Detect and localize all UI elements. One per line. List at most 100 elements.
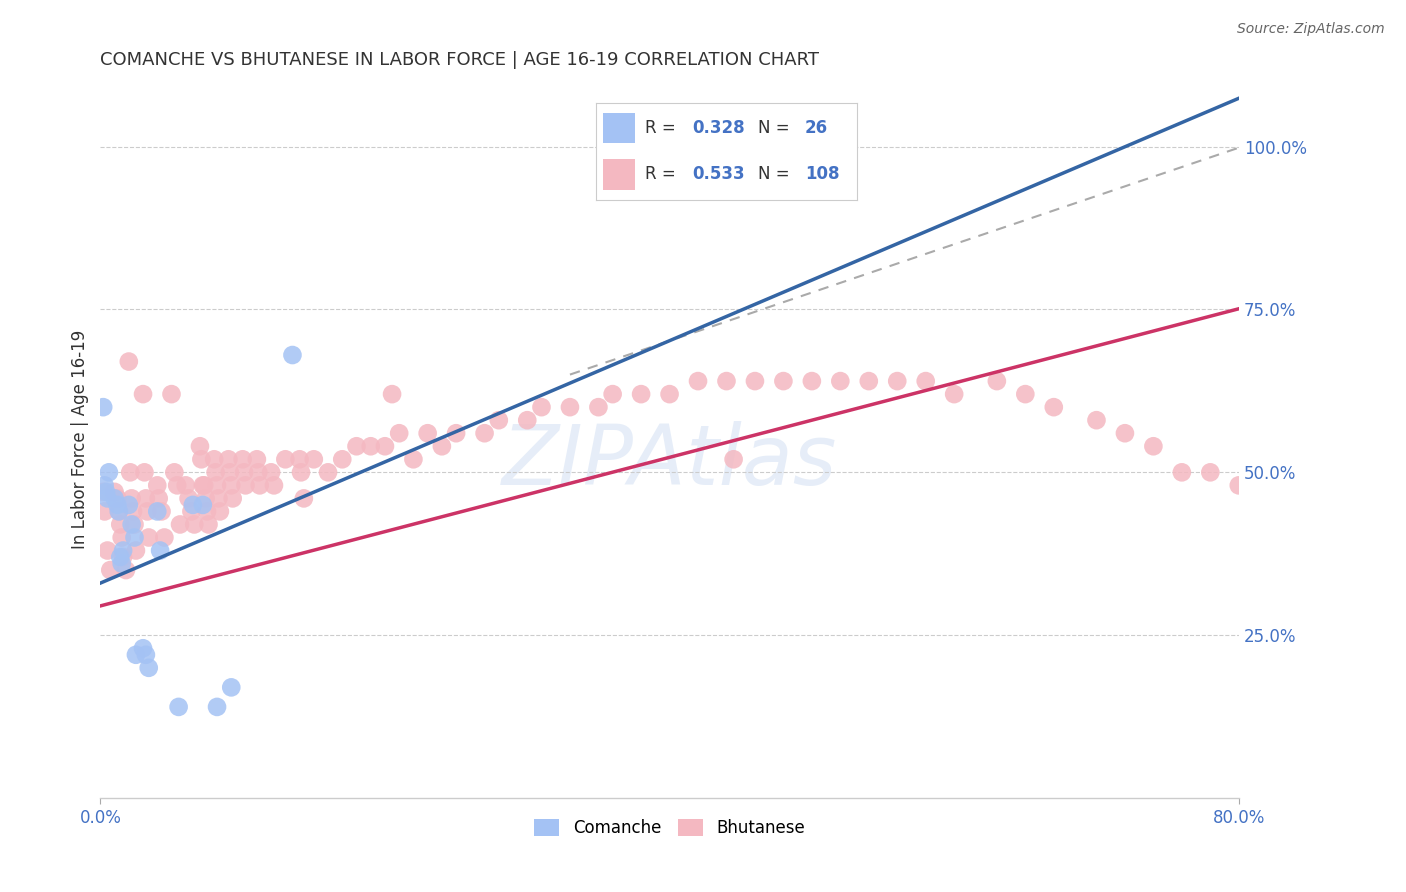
Point — [602, 387, 624, 401]
Point — [91, 400, 114, 414]
Point — [103, 484, 125, 499]
Point — [288, 452, 311, 467]
Point — [249, 478, 271, 492]
Point — [219, 681, 242, 695]
Point — [360, 439, 382, 453]
Point — [374, 439, 396, 453]
Point — [177, 491, 200, 506]
Point — [160, 387, 183, 401]
Text: COMANCHE VS BHUTANESE IN LABOR FORCE | AGE 16-19 CORRELATION CHART: COMANCHE VS BHUTANESE IN LABOR FORCE | A… — [100, 51, 820, 69]
Text: ZIPAtlas: ZIPAtlas — [502, 421, 837, 501]
Point — [111, 531, 134, 545]
Point — [195, 504, 218, 518]
Text: Source: ZipAtlas.com: Source: ZipAtlas.com — [1237, 22, 1385, 37]
Point — [716, 374, 738, 388]
Point — [125, 543, 148, 558]
Point — [108, 504, 131, 518]
Point — [110, 549, 132, 564]
Point — [97, 466, 120, 480]
Point — [232, 452, 254, 467]
Point — [148, 491, 170, 506]
Point — [316, 466, 339, 480]
Point — [388, 426, 411, 441]
Point — [96, 543, 118, 558]
Point — [204, 466, 226, 480]
Point — [153, 531, 176, 545]
Point — [112, 543, 135, 558]
Point — [1142, 439, 1164, 453]
Point — [1256, 491, 1278, 506]
Point — [194, 491, 217, 506]
Point — [772, 374, 794, 388]
Point — [149, 543, 172, 558]
Point — [91, 484, 114, 499]
Point — [108, 504, 131, 518]
Point — [197, 517, 219, 532]
Point — [474, 426, 496, 441]
Point — [530, 400, 553, 414]
Point — [135, 491, 157, 506]
Point — [169, 517, 191, 532]
Point — [118, 354, 141, 368]
Point — [1199, 466, 1222, 480]
Point — [180, 504, 202, 518]
Point — [121, 517, 143, 532]
Point — [150, 504, 173, 518]
Point — [205, 478, 228, 492]
Point — [163, 466, 186, 480]
Point — [416, 426, 439, 441]
Point — [292, 491, 315, 506]
Point — [686, 374, 709, 388]
Point — [122, 504, 145, 518]
Point — [588, 400, 610, 414]
Point — [1014, 387, 1036, 401]
Point — [146, 478, 169, 492]
Legend: Comanche, Bhutanese: Comanche, Bhutanese — [527, 812, 811, 844]
Point — [93, 478, 115, 492]
Point — [121, 491, 143, 506]
Point — [218, 466, 240, 480]
Point — [191, 498, 214, 512]
Y-axis label: In Labor Force | Age 16-19: In Labor Force | Age 16-19 — [72, 330, 89, 549]
Point — [263, 478, 285, 492]
Point — [235, 478, 257, 492]
Point — [107, 498, 129, 512]
Point — [136, 504, 159, 518]
Point — [233, 466, 256, 480]
Point — [115, 563, 138, 577]
Point — [219, 478, 242, 492]
Point — [132, 387, 155, 401]
Point — [986, 374, 1008, 388]
Point — [96, 491, 118, 506]
Point — [138, 661, 160, 675]
Point — [723, 452, 745, 467]
Point — [217, 452, 239, 467]
Point — [132, 641, 155, 656]
Point — [93, 504, 115, 518]
Point — [111, 557, 134, 571]
Point — [330, 452, 353, 467]
Point — [290, 466, 312, 480]
Point — [1114, 426, 1136, 441]
Point — [110, 517, 132, 532]
Point — [125, 648, 148, 662]
Point — [98, 563, 121, 577]
Point — [124, 531, 146, 545]
Point — [120, 466, 142, 480]
Point — [118, 498, 141, 512]
Point — [1042, 400, 1064, 414]
Point — [1085, 413, 1108, 427]
Point — [167, 700, 190, 714]
Point — [124, 517, 146, 532]
Point — [274, 452, 297, 467]
Point — [174, 478, 197, 492]
Point — [346, 439, 368, 453]
Point — [134, 466, 156, 480]
Point — [858, 374, 880, 388]
Point — [135, 648, 157, 662]
Point — [444, 426, 467, 441]
Point — [1171, 466, 1194, 480]
Point — [112, 549, 135, 564]
Point — [205, 700, 228, 714]
Point — [381, 387, 404, 401]
